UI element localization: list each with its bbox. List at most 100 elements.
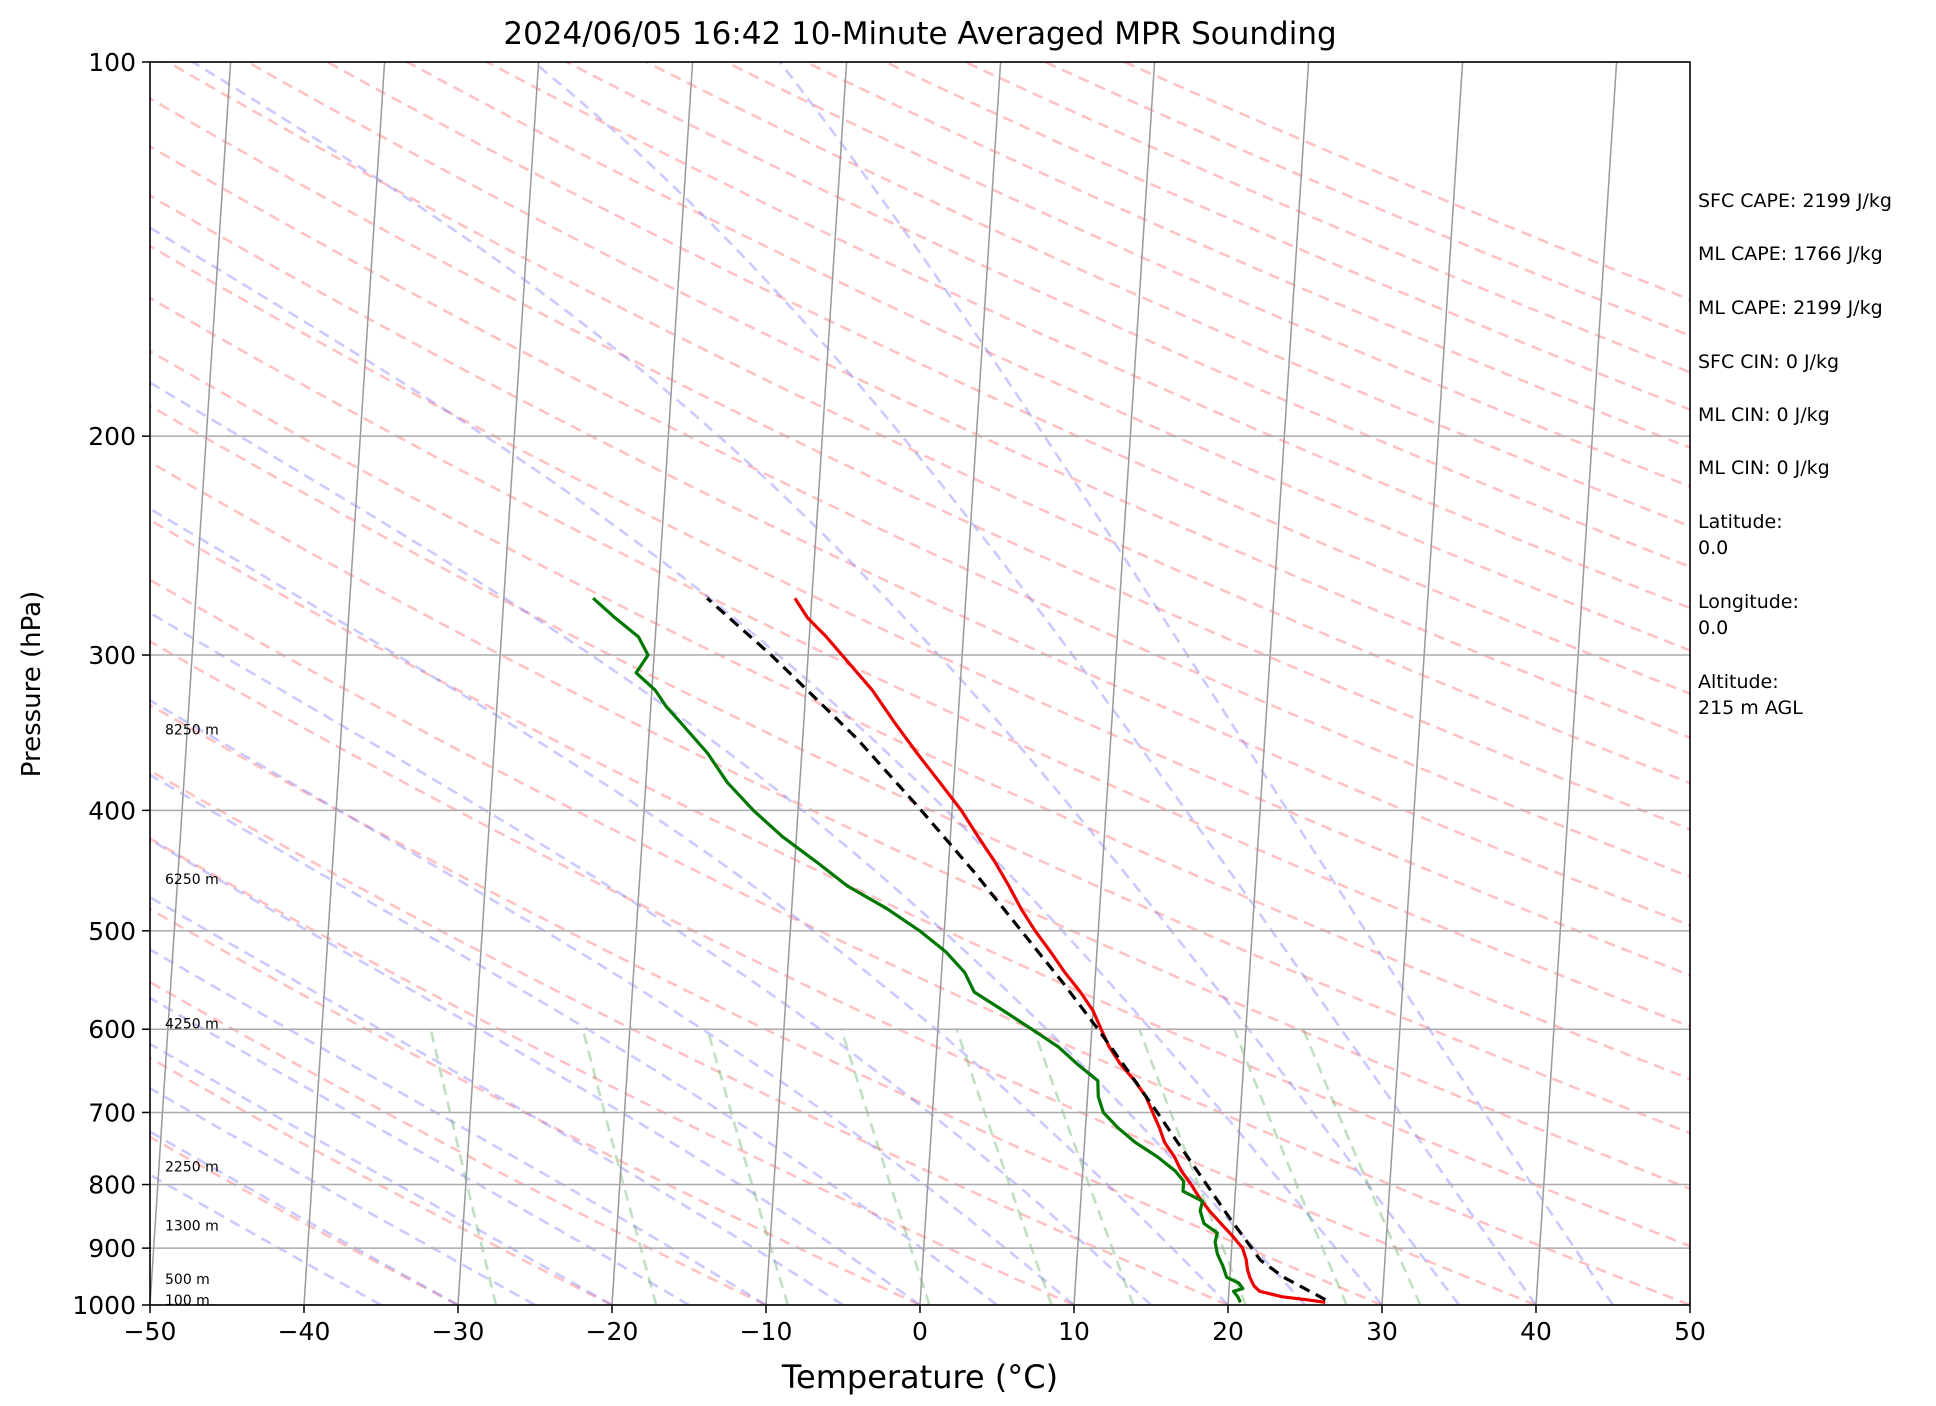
dry-adiabat (1124, 62, 1690, 301)
mixing-ratio-line (706, 1028, 790, 1305)
moist-adiabat (150, 773, 998, 1305)
moist-adiabat (150, 838, 921, 1305)
isotherm (1535, 62, 1618, 1305)
mixing-ratio-line (955, 1028, 1053, 1305)
dewpoint-line (592, 597, 1245, 1304)
dry-adiabat (150, 96, 1690, 831)
dry-adiabat (150, 145, 1690, 879)
moist-adiabat (150, 1086, 536, 1305)
dry-adiabat (150, 639, 1537, 1305)
ml-cape-text: ML CAPE: 1766 J/kg (1698, 243, 1883, 265)
y-tick-label: 800 (88, 1171, 136, 1200)
dry-adiabat (150, 703, 1383, 1305)
moist-adiabat (150, 507, 1229, 1305)
dry-adiabat (150, 1135, 459, 1305)
dry-adiabat (150, 578, 1690, 1305)
x-tick-label: −20 (586, 1317, 639, 1346)
x-tick-label: 10 (1058, 1317, 1090, 1346)
y-tick-label: 200 (88, 422, 136, 451)
moist-adiabat (150, 895, 844, 1305)
isotherm (1227, 62, 1310, 1305)
dry-adiabat (150, 349, 1690, 1081)
isotherm (611, 62, 694, 1305)
y-tick-label: 600 (88, 1015, 136, 1044)
x-tick-label: 0 (912, 1317, 928, 1346)
dry-adiabat (167, 62, 1690, 785)
dry-adiabat (150, 296, 1690, 1028)
mixing-ratio-line (1232, 1028, 1348, 1305)
parcel-line (706, 597, 1327, 1302)
dry-adiabat (150, 518, 1690, 1248)
y-tick-label: 500 (88, 917, 136, 946)
mixing-ratio-line (429, 1028, 498, 1305)
ml-cin-text-2: ML CIN: 0 J/kg (1698, 457, 1830, 479)
y-tick-label: 1000 (72, 1291, 136, 1320)
dry-adiabat (406, 62, 1690, 652)
height-label: 4250 m (165, 1017, 219, 1033)
y-tick-label: 700 (88, 1098, 136, 1127)
moist-adiabat (778, 62, 1615, 1305)
height-label: 100 m (165, 1293, 210, 1309)
y-tick-label: 900 (88, 1234, 136, 1263)
ml-cin-text: ML CIN: 0 J/kg (1698, 404, 1830, 426)
isotherm (303, 62, 386, 1305)
x-axis-label: Temperature (°C) (781, 1358, 1058, 1396)
isotherm (1073, 62, 1156, 1305)
moist-adiabat (150, 698, 1075, 1305)
x-tick-label: −30 (432, 1317, 485, 1346)
isotherm (457, 62, 540, 1305)
mixing-ratio-line (1138, 1028, 1247, 1305)
height-label: 6250 m (165, 872, 219, 888)
mixing-ratio-line (840, 1028, 931, 1305)
dry-adiabat (565, 62, 1690, 569)
height-label: 1300 m (165, 1219, 219, 1235)
height-label: 8250 m (165, 723, 219, 739)
isotherm (150, 62, 232, 1305)
y-axis-label: Pressure (hPa) (17, 591, 47, 778)
x-tick-label: −50 (124, 1317, 177, 1346)
longitude-text: Longitude: 0.0 (1698, 591, 1799, 639)
dry-adiabat (150, 907, 921, 1305)
moist-adiabat (150, 611, 1152, 1305)
moist-adiabat (150, 381, 1306, 1305)
isotherm (1381, 62, 1464, 1305)
moist-adiabat (192, 62, 1461, 1305)
isotherm (919, 62, 1002, 1305)
profile-series (592, 597, 1327, 1304)
ml-cape-text-2: ML CAPE: 2199 J/kg (1698, 297, 1883, 319)
latitude-text: Latitude: 0.0 (1698, 511, 1783, 559)
isobar-grid (150, 62, 1690, 1305)
moist-adiabat (150, 1130, 459, 1305)
x-axis-ticks: −50 −40 −30 −20 −10 0 10 20 30 40 50 (124, 1305, 1706, 1346)
y-tick-label: 300 (88, 641, 136, 670)
x-tick-label: 30 (1366, 1317, 1398, 1346)
moist-adiabat (532, 62, 1538, 1305)
dry-adiabat (964, 62, 1690, 374)
y-axis-ticks: 100 200 300 400 500 600 700 800 900 1000 (72, 48, 150, 1320)
dry-adiabat (805, 62, 1690, 450)
x-tick-label: −40 (278, 1317, 331, 1346)
altitude-text: Altitude: 215 m AGL (1698, 671, 1803, 719)
dry-adiabat (645, 62, 1690, 528)
sfc-cape-text: SFC CAPE: 2199 J/kg (1698, 190, 1892, 212)
dry-adiabat (150, 837, 1075, 1305)
chart-title: 2024/06/05 16:42 10-Minute Averaged MPR … (503, 16, 1336, 52)
x-tick-label: 50 (1674, 1317, 1706, 1346)
height-labels: 100 m 500 m 1300 m 2250 m 4250 m 6250 m 8250 m (165, 723, 219, 1310)
background-lines (150, 62, 1690, 1305)
height-label: 2250 m (165, 1159, 219, 1175)
dry-adiabat (150, 194, 1690, 927)
dry-adiabat (326, 62, 1690, 695)
height-label: 500 m (165, 1272, 210, 1288)
x-tick-label: 20 (1212, 1317, 1244, 1346)
dry-adiabat (246, 62, 1690, 740)
isotherm (765, 62, 848, 1305)
x-tick-label: 40 (1520, 1317, 1552, 1346)
mixing-ratio-line (581, 1028, 658, 1305)
y-tick-label: 100 (88, 48, 136, 77)
moist-adiabat (150, 226, 1384, 1305)
sfc-cin-text: SFC CIN: 0 J/kg (1698, 351, 1840, 373)
dry-adiabat (150, 460, 1690, 1191)
moist-adiabat (150, 947, 767, 1305)
